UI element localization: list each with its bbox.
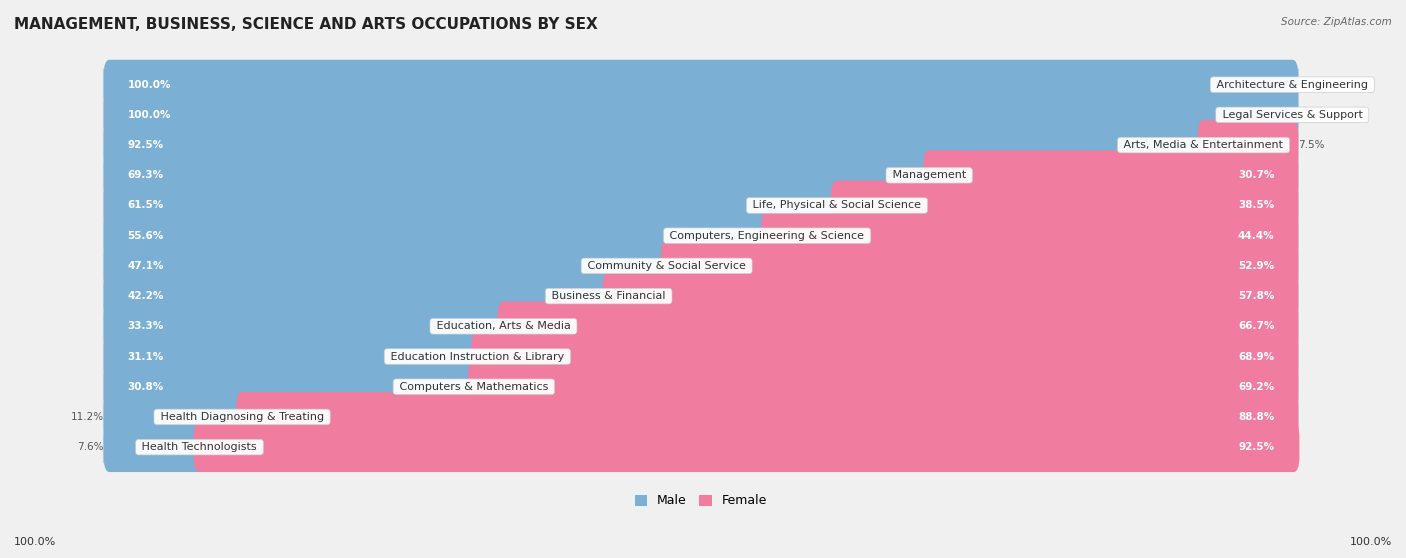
- FancyBboxPatch shape: [761, 211, 1298, 261]
- Text: 66.7%: 66.7%: [1239, 321, 1275, 331]
- FancyBboxPatch shape: [104, 129, 1298, 161]
- FancyBboxPatch shape: [104, 311, 1298, 342]
- FancyBboxPatch shape: [104, 181, 842, 230]
- Text: Education, Arts & Media: Education, Arts & Media: [433, 321, 574, 331]
- Text: 100.0%: 100.0%: [14, 537, 56, 547]
- FancyBboxPatch shape: [236, 392, 1298, 442]
- Text: 47.1%: 47.1%: [128, 261, 165, 271]
- Text: Computers, Engineering & Science: Computers, Engineering & Science: [666, 230, 868, 240]
- Text: 55.6%: 55.6%: [128, 230, 163, 240]
- FancyBboxPatch shape: [104, 301, 509, 351]
- Text: 100.0%: 100.0%: [128, 110, 172, 120]
- FancyBboxPatch shape: [924, 150, 1298, 200]
- FancyBboxPatch shape: [104, 211, 773, 261]
- FancyBboxPatch shape: [104, 341, 1298, 372]
- Text: 44.4%: 44.4%: [1237, 230, 1275, 240]
- Text: Community & Social Service: Community & Social Service: [583, 261, 749, 271]
- FancyBboxPatch shape: [104, 190, 1298, 221]
- Text: Life, Physical & Social Science: Life, Physical & Social Science: [749, 200, 925, 210]
- Text: Legal Services & Support: Legal Services & Support: [1219, 110, 1367, 120]
- FancyBboxPatch shape: [104, 271, 614, 321]
- Text: Computers & Mathematics: Computers & Mathematics: [396, 382, 551, 392]
- Text: Management: Management: [889, 170, 970, 180]
- Text: 100.0%: 100.0%: [128, 80, 172, 90]
- Text: 7.6%: 7.6%: [77, 442, 104, 452]
- FancyBboxPatch shape: [603, 271, 1298, 321]
- FancyBboxPatch shape: [104, 392, 247, 442]
- FancyBboxPatch shape: [471, 331, 1298, 382]
- FancyBboxPatch shape: [104, 281, 1298, 312]
- FancyBboxPatch shape: [104, 371, 1298, 402]
- FancyBboxPatch shape: [104, 431, 1298, 463]
- FancyBboxPatch shape: [104, 120, 1209, 170]
- Text: 69.3%: 69.3%: [128, 170, 163, 180]
- Text: Business & Financial: Business & Financial: [548, 291, 669, 301]
- Text: 42.2%: 42.2%: [128, 291, 163, 301]
- FancyBboxPatch shape: [194, 422, 1299, 472]
- Text: 92.5%: 92.5%: [128, 140, 163, 150]
- Text: 69.2%: 69.2%: [1239, 382, 1275, 392]
- Text: Education Instruction & Library: Education Instruction & Library: [387, 352, 568, 362]
- FancyBboxPatch shape: [104, 241, 672, 291]
- Text: 30.7%: 30.7%: [1239, 170, 1275, 180]
- Text: 61.5%: 61.5%: [128, 200, 163, 210]
- FancyBboxPatch shape: [104, 250, 1298, 282]
- FancyBboxPatch shape: [104, 401, 1298, 432]
- Text: 92.5%: 92.5%: [1239, 442, 1275, 452]
- Text: 100.0%: 100.0%: [1350, 537, 1392, 547]
- Text: Source: ZipAtlas.com: Source: ZipAtlas.com: [1281, 17, 1392, 27]
- Text: Health Technologists: Health Technologists: [138, 442, 260, 452]
- Text: 88.8%: 88.8%: [1239, 412, 1275, 422]
- FancyBboxPatch shape: [104, 99, 1298, 131]
- FancyBboxPatch shape: [831, 181, 1298, 230]
- FancyBboxPatch shape: [661, 241, 1298, 291]
- Text: Architecture & Engineering: Architecture & Engineering: [1213, 80, 1371, 90]
- FancyBboxPatch shape: [104, 90, 1298, 140]
- Text: 11.2%: 11.2%: [70, 412, 104, 422]
- FancyBboxPatch shape: [104, 60, 1298, 109]
- Text: 38.5%: 38.5%: [1239, 200, 1275, 210]
- Text: Arts, Media & Entertainment: Arts, Media & Entertainment: [1121, 140, 1286, 150]
- FancyBboxPatch shape: [498, 301, 1298, 351]
- Text: 57.8%: 57.8%: [1239, 291, 1275, 301]
- FancyBboxPatch shape: [104, 331, 484, 382]
- Legend: Male, Female: Male, Female: [630, 489, 772, 512]
- Text: 52.9%: 52.9%: [1239, 261, 1275, 271]
- FancyBboxPatch shape: [104, 160, 1298, 191]
- Text: 68.9%: 68.9%: [1239, 352, 1275, 362]
- FancyBboxPatch shape: [1198, 120, 1298, 170]
- FancyBboxPatch shape: [104, 220, 1298, 252]
- Text: Health Diagnosing & Treating: Health Diagnosing & Treating: [156, 412, 328, 422]
- Text: 7.5%: 7.5%: [1298, 140, 1324, 150]
- Text: 30.8%: 30.8%: [128, 382, 163, 392]
- FancyBboxPatch shape: [104, 69, 1298, 100]
- FancyBboxPatch shape: [104, 422, 205, 472]
- Text: 31.1%: 31.1%: [128, 352, 163, 362]
- FancyBboxPatch shape: [104, 150, 935, 200]
- Text: MANAGEMENT, BUSINESS, SCIENCE AND ARTS OCCUPATIONS BY SEX: MANAGEMENT, BUSINESS, SCIENCE AND ARTS O…: [14, 17, 598, 32]
- Text: 33.3%: 33.3%: [128, 321, 163, 331]
- FancyBboxPatch shape: [104, 362, 479, 412]
- FancyBboxPatch shape: [468, 362, 1298, 412]
